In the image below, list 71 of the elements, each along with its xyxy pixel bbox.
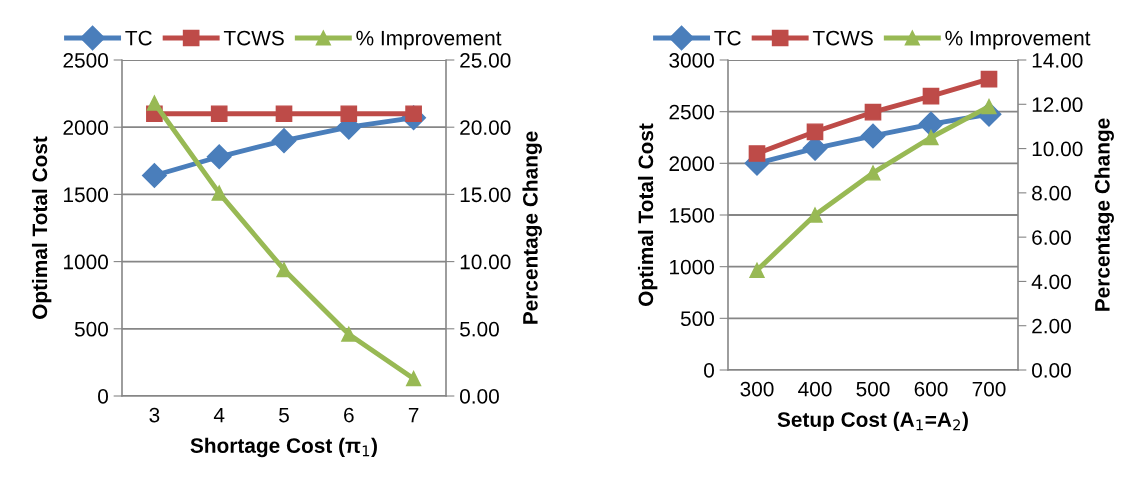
point — [860, 123, 886, 149]
y2-tick-label: 0.00 — [1032, 363, 1071, 378]
point — [923, 129, 939, 146]
y2-tick-label: 0.00 — [460, 389, 499, 404]
legend-label: TCWS — [223, 30, 284, 46]
x-axis-title: Shortage Cost (π$_{1}$) — [190, 437, 377, 458]
x-tick-label: 5 — [279, 407, 289, 423]
y-tick-label: 1500 — [670, 208, 714, 223]
y2-tick-label: 8.00 — [1032, 185, 1071, 201]
y2-tick-label: 2.00 — [1032, 318, 1071, 334]
point — [922, 87, 940, 105]
point — [146, 95, 163, 111]
y-tick-label: 3000 — [669, 53, 714, 68]
legend-label: TC — [714, 30, 741, 46]
y2-axis-title: Percentage Change — [1094, 118, 1114, 311]
legend-label: % Improvement — [356, 30, 502, 50]
x-tick-label: 4 — [213, 407, 225, 423]
y-tick-label: 0 — [704, 363, 714, 378]
y2-tick-label: 5.00 — [460, 321, 499, 337]
point — [271, 128, 297, 154]
x-tick-label: 7 — [408, 407, 419, 423]
x-tick-label: 700 — [972, 381, 1006, 397]
y2-tick-label: 25.00 — [460, 53, 511, 68]
y-axis-title: Optimal Total Cost — [31, 136, 52, 319]
y-tick-label: 2500 — [669, 104, 714, 120]
x-axis-title: Setup Cost (A$_{1}$=A$_{2}$) — [777, 411, 968, 432]
legend-label: TCWS — [812, 30, 873, 46]
y-tick-label: 500 — [74, 321, 108, 337]
point — [276, 262, 292, 278]
y2-tick-label: 10.00 — [460, 254, 511, 270]
y-tick-label: 2000 — [669, 156, 714, 172]
x-tick-label: 3 — [149, 407, 160, 423]
x-tick-label: 500 — [856, 381, 890, 397]
y2-tick-label: 12.00 — [1032, 97, 1083, 113]
y2-tick-label: 10.00 — [1032, 141, 1083, 157]
x-tick-label: 6 — [344, 407, 354, 423]
y-tick-label: 1000 — [64, 254, 108, 270]
x-tick-label: 300 — [740, 381, 774, 397]
point — [210, 105, 228, 123]
y2-tick-label: 14.00 — [1032, 53, 1083, 68]
point — [340, 105, 358, 123]
point — [405, 370, 422, 387]
y-tick-label: 500 — [680, 311, 714, 327]
y2-axis-title: Percentage Change — [522, 131, 542, 324]
point — [748, 145, 766, 162]
point — [807, 207, 823, 223]
point — [864, 103, 882, 121]
point — [749, 262, 765, 278]
y-tick-label: 1000 — [670, 259, 714, 275]
y-tick-label: 0 — [98, 389, 108, 404]
point — [341, 326, 357, 342]
y-tick-label: 2500 — [63, 53, 108, 68]
legend-label: TC — [125, 30, 152, 46]
point — [806, 123, 824, 141]
y2-tick-label: 4.00 — [1031, 274, 1071, 290]
y2-tick-label: 15.00 — [460, 187, 511, 203]
y-tick-label: 2000 — [63, 120, 108, 135]
point — [865, 165, 881, 181]
point — [206, 144, 232, 170]
point — [275, 105, 293, 123]
legend-label: % Improvement — [945, 30, 1091, 50]
point — [211, 185, 227, 201]
point — [980, 70, 998, 88]
y2-tick-label: 20.00 — [460, 120, 511, 135]
y-tick-label: 1500 — [64, 187, 108, 203]
y2-tick-label: 6.00 — [1032, 230, 1071, 245]
x-tick-label: 600 — [914, 381, 948, 397]
x-tick-label: 400 — [798, 381, 832, 397]
point — [141, 163, 167, 189]
point — [918, 111, 944, 137]
y-axis-title: Optimal Total Cost — [637, 123, 658, 306]
